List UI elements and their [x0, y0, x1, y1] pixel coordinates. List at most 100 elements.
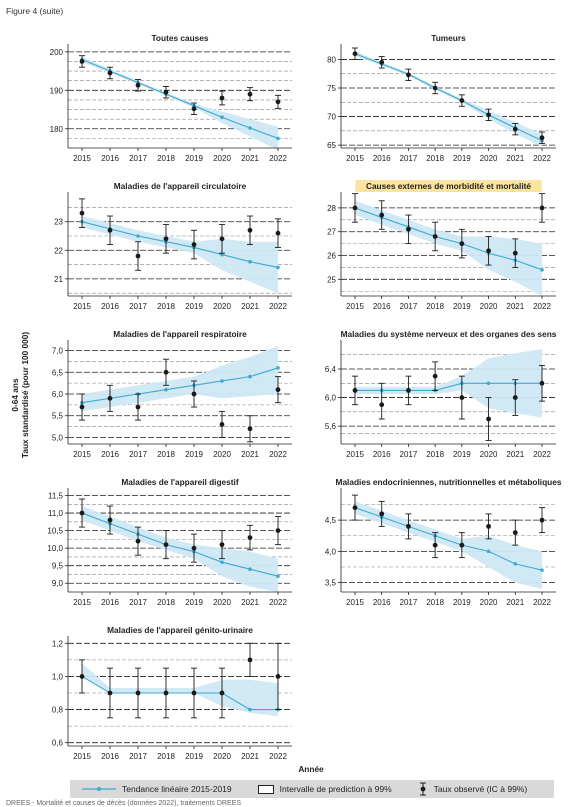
trend-point	[276, 366, 280, 370]
chart-title: Maladies de l'appareil respiratoire	[113, 329, 247, 339]
legend: Tendance linéaire 2015-2019 Intervalle d…	[70, 780, 554, 798]
x-tick-label: 2019	[453, 450, 471, 459]
observed-point	[275, 99, 281, 105]
prediction-band	[82, 216, 278, 294]
chart-title: Maladies de l'appareil génito-urinaire	[107, 625, 253, 635]
trend-point	[486, 381, 491, 386]
chart-panel-7: Maladies de l'appareil digestif 9,0 9,5 10,…	[47, 477, 292, 607]
trend-point	[248, 374, 252, 379]
x-tick-label: 2015	[73, 450, 91, 459]
observed-point	[191, 690, 197, 696]
trend-point	[136, 234, 140, 238]
observed-point	[275, 387, 281, 393]
x-tick-label: 2019	[453, 598, 471, 607]
x-tick-label: 2022	[269, 752, 287, 761]
title-highlight	[355, 180, 542, 192]
trend-point	[276, 265, 280, 270]
x-tick-label: 2018	[426, 302, 444, 311]
x-tick-label: 2020	[480, 154, 498, 163]
observed-point	[247, 426, 253, 432]
trend-point	[276, 574, 280, 579]
observed-point	[379, 402, 385, 408]
x-tick-label: 2018	[157, 450, 175, 459]
trend-point	[248, 707, 252, 712]
x-tick-label: 2018	[157, 598, 175, 607]
observed-point	[163, 236, 169, 242]
y-tick-label: 1,2	[52, 639, 64, 648]
observed-point	[539, 380, 545, 386]
x-tick-label: 2020	[213, 752, 231, 761]
x-tick-label: 2021	[241, 752, 259, 761]
observed-point	[135, 82, 141, 88]
observed-point	[379, 212, 385, 218]
y-tick-label: 180	[50, 125, 64, 134]
y-tick-label: 10,5	[47, 527, 63, 536]
trend-point	[540, 568, 544, 572]
chart-panel-8: Maladies endocriniennes, nutritionnelles…	[325, 477, 562, 607]
legend-item-observed: Taux observé (IC à 99%)	[418, 782, 527, 796]
chart-panel-5: Maladies de l'appareil respiratoire 5,0 5,…	[52, 329, 292, 459]
observed-point	[486, 248, 491, 254]
x-tick-label: 2015	[346, 302, 364, 311]
prediction-band	[82, 346, 278, 412]
observed-point	[512, 126, 518, 132]
y-tick-label: 9,5	[52, 562, 64, 571]
chart-panel-4: Causes externes de morbidité et mortalit…	[327, 180, 556, 311]
y-tick-label: 21	[54, 275, 63, 284]
y-tick-label: 25	[327, 275, 336, 284]
observed-point	[107, 395, 113, 401]
trend-line	[81, 59, 279, 139]
x-axis-title: Année	[298, 764, 324, 774]
trend-point	[220, 115, 224, 120]
observed-point	[135, 404, 141, 410]
x-tick-label: 2016	[101, 598, 119, 607]
x-tick-label: 2017	[129, 450, 147, 459]
y-tick-label: 4,0	[325, 547, 337, 556]
x-tick-label: 2019	[453, 154, 471, 163]
observed-point	[379, 511, 385, 517]
x-tick-label: 2016	[373, 302, 391, 311]
trend-point	[276, 136, 280, 141]
trend-line-icon	[82, 787, 116, 791]
x-tick-label: 2019	[453, 302, 471, 311]
x-tick-label: 2021	[241, 154, 259, 163]
chart-panel-3: Maladies de l'appareil circulatoire 21 22 2…	[54, 181, 292, 311]
observed-point	[135, 538, 141, 544]
observed-point	[432, 234, 438, 239]
observed-point	[79, 59, 85, 64]
observed-point	[163, 542, 169, 548]
x-tick-label: 2020	[480, 598, 498, 607]
legend-item-interval: Intervalle de prediction à 99%	[257, 784, 392, 794]
x-tick-label: 2022	[533, 154, 551, 163]
chart-title: Causes externes de morbidité et mortalit…	[366, 181, 531, 191]
y-tick-label: 11,5	[48, 492, 64, 501]
trend-point	[486, 549, 491, 554]
trend-line	[81, 367, 279, 404]
x-tick-label: 2015	[73, 598, 91, 607]
observed-point	[486, 523, 491, 529]
prediction-band	[355, 51, 542, 147]
x-tick-label: 2021	[506, 598, 524, 607]
footnote: DREES - Mortalité et causes de décès (do…	[6, 800, 241, 807]
observed-point	[135, 690, 141, 696]
observed-point	[352, 51, 358, 57]
y-tick-label: 6,5	[52, 368, 64, 377]
trend-point	[220, 379, 224, 383]
trend-point	[540, 268, 544, 272]
x-tick-label: 2018	[426, 598, 444, 607]
x-tick-label: 2022	[269, 450, 287, 459]
legend-interval-label: Intervalle de prediction à 99%	[279, 784, 392, 794]
x-tick-label: 2019	[185, 450, 203, 459]
observed-point	[135, 253, 141, 259]
x-tick-label: 2019	[185, 598, 203, 607]
x-tick-label: 2016	[101, 450, 119, 459]
x-tick-label: 2022	[269, 302, 287, 311]
x-tick-label: 2016	[373, 598, 391, 607]
observed-point	[219, 95, 225, 101]
observed-point	[406, 388, 411, 393]
interval-box-icon	[257, 784, 274, 794]
y-axis-title: 0-64 ans Taux standardisé (pour 100 000)	[10, 332, 30, 458]
chart-panel-1: Toutes causes 180 190 200 2015 2016 2017 2018 20…	[50, 33, 292, 163]
y-tick-label: 75	[327, 84, 336, 93]
x-tick-label: 2016	[101, 302, 119, 311]
